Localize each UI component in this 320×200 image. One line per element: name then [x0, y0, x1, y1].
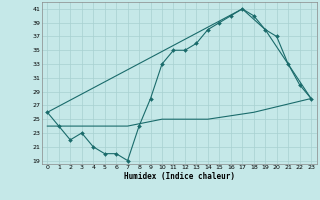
- X-axis label: Humidex (Indice chaleur): Humidex (Indice chaleur): [124, 172, 235, 181]
